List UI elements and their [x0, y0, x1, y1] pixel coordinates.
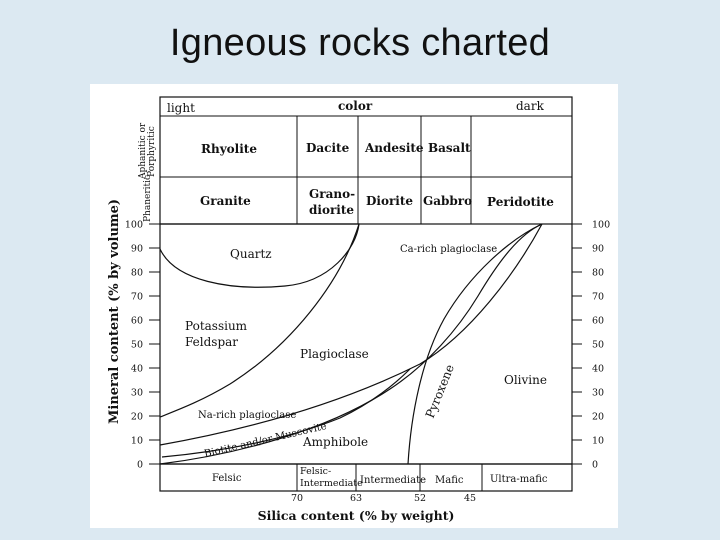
- label-olivine: Olivine: [504, 373, 547, 387]
- y-tick-right-0: 0: [592, 460, 598, 471]
- light-label: light: [167, 101, 195, 115]
- classification-band: [159, 463, 573, 492]
- y-axis-label: Mineral content (% by volume): [107, 199, 122, 424]
- x-axis-label: Silica content (% by weight): [258, 508, 455, 523]
- label-ca-plagioclase: Ca-rich plagioclase: [400, 244, 497, 255]
- ca-plagioclase-boundary: [159, 223, 543, 465]
- label-feldspar: Feldspar: [185, 335, 238, 349]
- y-tick-right-40: 40: [592, 364, 604, 375]
- y-tick-left-60: 60: [131, 316, 143, 327]
- rock-basalt: Basalt: [428, 141, 471, 155]
- x-tick-45: 45: [464, 493, 476, 504]
- label-na-plagioclase: Na-rich plagioclase: [198, 410, 296, 421]
- label-amphibole: Amphibole: [302, 435, 368, 449]
- y-tick-left-10: 10: [131, 436, 143, 447]
- x-tick-70: 70: [291, 493, 303, 504]
- y-tick-right-10: 10: [592, 436, 604, 447]
- y-tick-left-30: 30: [131, 388, 143, 399]
- rock-granite: Granite: [200, 194, 251, 208]
- label-potassium: Potassium: [185, 319, 248, 333]
- y-tick-right-30: 30: [592, 388, 604, 399]
- rock-granodiorite-1: Grano-: [309, 187, 355, 201]
- class-mafic: Mafic: [435, 475, 464, 486]
- y-tick-right-60: 60: [592, 316, 604, 327]
- label-quartz: Quartz: [230, 247, 272, 261]
- rock-rhyolite: Rhyolite: [201, 142, 257, 156]
- class-intermediate: Intermediate: [360, 475, 426, 486]
- class-ultramafic: Ultra-mafic: [490, 474, 548, 485]
- rock-peridotite: Peridotite: [487, 195, 554, 209]
- y-tick-left-70: 70: [131, 292, 143, 303]
- y-tick-right-70: 70: [592, 292, 604, 303]
- y-tick-right-20: 20: [592, 412, 604, 423]
- y-tick-left-20: 20: [131, 412, 143, 423]
- igneous-rock-chart: light color dark Aphanitic or Porphyriti…: [90, 84, 618, 528]
- aphanitic-label: Aphanitic or: [138, 122, 148, 180]
- porphyritic-label: Porphyritic: [147, 126, 157, 177]
- x-tick-63: 63: [350, 493, 362, 504]
- y-tick-right-90: 90: [592, 244, 604, 255]
- label-plagioclase: Plagioclase: [300, 347, 369, 361]
- y-tick-right-80: 80: [592, 268, 604, 279]
- rock-granodiorite-2: diorite: [309, 203, 354, 217]
- label-pyroxene: Pyroxene: [423, 362, 457, 420]
- y-tick-left-80: 80: [131, 268, 143, 279]
- class-felsic-intermediate-2: Intermediate: [300, 478, 363, 489]
- rock-table-border: [159, 96, 573, 225]
- potassium-feldspar-boundary: [159, 223, 360, 418]
- rock-diorite: Diorite: [366, 194, 413, 208]
- plagioclase-pyroxene-boundary: [159, 223, 543, 446]
- class-felsic: Felsic: [212, 473, 242, 484]
- x-tick-52: 52: [414, 493, 426, 504]
- y-tick-left-40: 40: [131, 364, 143, 375]
- y-tick-left-90: 90: [131, 244, 143, 255]
- y-tick-right-50: 50: [592, 340, 604, 351]
- y-tick-left-100: 100: [125, 220, 143, 231]
- dark-label: dark: [516, 99, 545, 113]
- rock-gabbro: Gabbro: [423, 194, 472, 208]
- phaneritic-label: Phaneritic: [143, 175, 153, 222]
- y-tick-right-100: 100: [592, 220, 610, 231]
- slide-title: Igneous rocks charted: [169, 22, 551, 64]
- class-felsic-intermediate-1: Felsic-: [300, 466, 331, 477]
- y-tick-left-0: 0: [137, 460, 143, 471]
- chart-svg: light color dark Aphanitic or Porphyriti…: [107, 96, 610, 523]
- rock-andesite: Andesite: [364, 141, 424, 155]
- olivine-boundary: [407, 223, 543, 465]
- rock-dacite: Dacite: [306, 141, 350, 155]
- color-label: color: [338, 99, 373, 113]
- y-tick-left-50: 50: [131, 340, 143, 351]
- biotite-boundary: [161, 368, 411, 458]
